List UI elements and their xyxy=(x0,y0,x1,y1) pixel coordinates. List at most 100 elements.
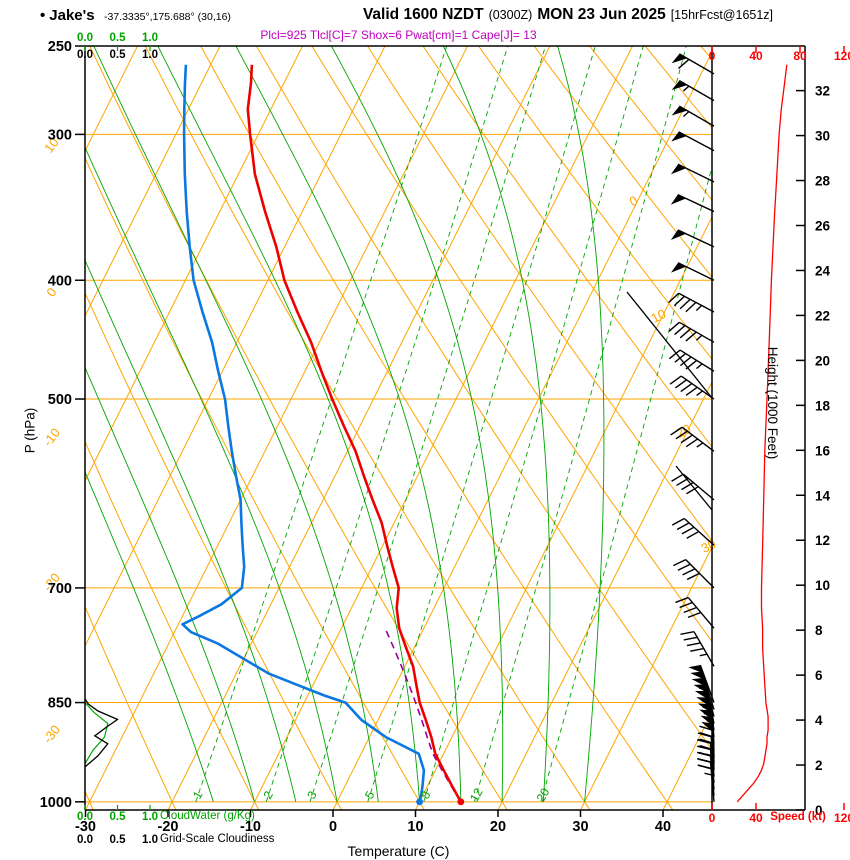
valid-time: Valid 1600 NZDT xyxy=(362,6,484,23)
barb-pennant xyxy=(693,684,708,694)
wind-barb xyxy=(670,262,715,281)
wind-barb xyxy=(668,321,715,343)
barb-feather xyxy=(685,359,698,370)
wind-barb xyxy=(680,630,715,667)
moist-adiabat-line xyxy=(85,259,297,802)
dry-adiabat-line xyxy=(478,46,712,361)
pressure-tick-label: 500 xyxy=(48,392,72,408)
barb-feather xyxy=(676,522,690,531)
mixing-ratio-label: 20 xyxy=(534,785,553,804)
speed-tick-label-top: 120 xyxy=(834,49,850,63)
barb-feather xyxy=(668,349,681,360)
cloudiness-scale-label-bottom: 0.5 xyxy=(110,834,127,846)
mixing-ratio-line xyxy=(423,46,644,802)
isotherm-line xyxy=(85,46,303,483)
height-tick-label: 28 xyxy=(815,174,831,189)
barb-pennant xyxy=(670,229,686,240)
wind-barb xyxy=(670,426,715,452)
moist-adiabat-line xyxy=(557,46,605,802)
wind-barb xyxy=(673,559,715,589)
barb-pennant xyxy=(670,164,687,175)
wind-barb xyxy=(688,664,715,703)
moist-adiabat-line xyxy=(85,146,338,802)
temperature-tick-label: -10 xyxy=(240,819,261,835)
stability-indices: Plcl=925 Tlcl[C]=7 Shox=6 Pwat[cm]=1 Cap… xyxy=(260,28,537,42)
wind-barb xyxy=(668,349,715,372)
temperature-tick-label: -20 xyxy=(158,819,179,835)
wind-barb xyxy=(670,163,715,183)
barb-feather xyxy=(697,757,711,763)
barb-feather xyxy=(685,331,697,342)
mixing-ratio-line xyxy=(540,164,712,802)
moist-adiabat-line xyxy=(235,46,462,802)
valid-date: MON 23 Jun 2025 xyxy=(537,6,666,23)
isotherm-label: 30 xyxy=(699,536,719,556)
barb-feather xyxy=(668,292,680,304)
barb-pennant xyxy=(691,677,706,687)
mixing-ratio-line xyxy=(309,46,546,802)
height-tick-label: 2 xyxy=(815,758,823,773)
dry-adiabat-label: -10 xyxy=(40,425,63,449)
barb-feather xyxy=(697,745,711,751)
isotherm-line xyxy=(497,380,712,810)
dry-adiabat-line xyxy=(85,440,260,810)
dry-adiabat-line xyxy=(144,46,591,810)
barb-feather xyxy=(679,356,692,367)
isotherm-line xyxy=(250,46,633,810)
wind-speed-profile xyxy=(736,64,788,803)
dry-adiabat-label: -30 xyxy=(40,722,63,746)
height-tick-label: 0 xyxy=(815,803,823,818)
barb-half-feather xyxy=(696,363,703,370)
height-tick-label: 14 xyxy=(815,488,831,503)
barb-half-feather xyxy=(696,442,704,448)
station-header: • Jake's xyxy=(40,7,95,24)
cloudiness-scale-label-top: 0.5 xyxy=(110,49,127,61)
mixing-ratio-line xyxy=(265,46,509,802)
isotherm-label: 20 xyxy=(674,421,694,441)
cloudiness-scale-label-bottom: 1.0 xyxy=(142,834,158,846)
height-tick-label: 18 xyxy=(815,398,831,413)
wind-barb xyxy=(671,131,715,152)
barb-feather xyxy=(685,438,699,448)
barb-feather xyxy=(697,764,712,770)
temperature-tick-label: 40 xyxy=(655,819,671,835)
barb-half-feather xyxy=(704,772,712,776)
barb-feather xyxy=(697,739,711,744)
dry-adiabat-line xyxy=(311,46,712,643)
barb-feather xyxy=(680,434,693,444)
mixing-ratio-label: 12 xyxy=(467,785,486,804)
barb-feather xyxy=(680,630,695,635)
station-name: Jake's xyxy=(49,7,95,24)
barb-feather xyxy=(680,382,693,393)
dry-adiabat-line xyxy=(85,291,343,810)
wind-barb xyxy=(671,473,715,501)
barb-pennant xyxy=(690,671,705,680)
height-tick-label: 8 xyxy=(815,623,823,638)
cloudwater-scale-label-bottom: 0.0 xyxy=(77,811,93,823)
barb-feather xyxy=(697,732,712,738)
dry-adiabat-line xyxy=(85,157,425,810)
barb-feather xyxy=(681,526,695,535)
pressure-tick-label: 1000 xyxy=(40,795,72,811)
pressure-tick-label: 250 xyxy=(48,39,72,55)
dry-adiabat-line xyxy=(367,46,712,542)
barb-feather xyxy=(671,517,685,526)
cloudiness-scale-label-top: 0.0 xyxy=(77,49,93,61)
barb-feather xyxy=(678,58,690,69)
barb-feather xyxy=(674,352,687,363)
barb-feather xyxy=(676,477,689,487)
pressure-tick-label: 850 xyxy=(48,696,72,712)
isotherm-line xyxy=(85,46,221,318)
cloudiness-profile xyxy=(85,698,119,768)
dry-adiabat-line xyxy=(200,46,674,810)
wind-barb xyxy=(671,53,715,75)
isotherm-line xyxy=(662,710,712,810)
barb-feather xyxy=(670,426,683,436)
isotherm-label: 10 xyxy=(649,306,669,326)
temperature-tick-label: 20 xyxy=(490,819,506,835)
moist-adiabat-line xyxy=(85,470,214,802)
cloudwater-profile xyxy=(85,702,109,765)
barb-feather xyxy=(668,321,680,332)
surface-temperature-dot xyxy=(457,798,465,806)
barb-feather xyxy=(697,751,711,757)
